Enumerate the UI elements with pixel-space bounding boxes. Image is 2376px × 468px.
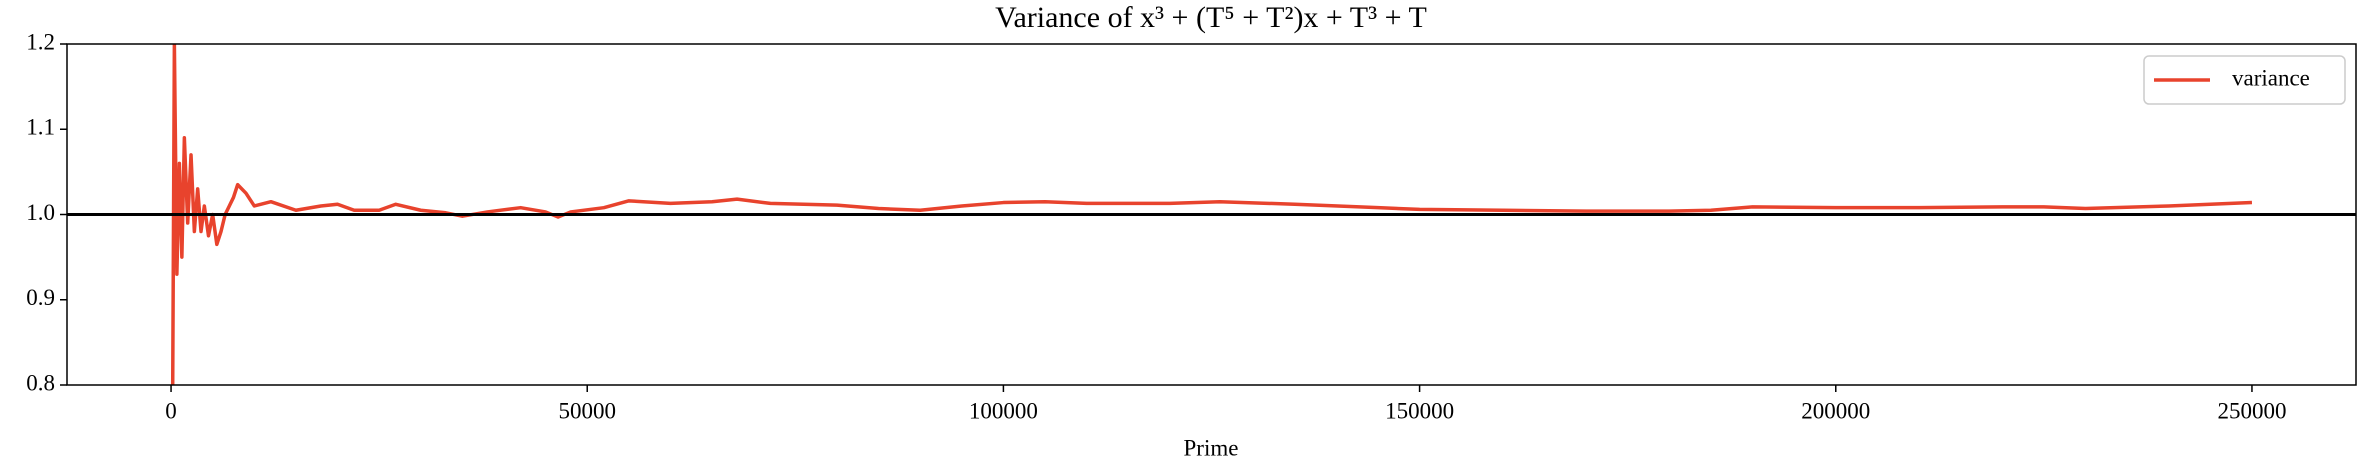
legend-box bbox=[2143, 55, 2346, 105]
series-line bbox=[170, 44, 2253, 385]
y-tick-label: 1.0 bbox=[26, 200, 55, 225]
x-tick-label: 250000 bbox=[2217, 398, 2286, 423]
plot-frame bbox=[66, 43, 2357, 386]
x-tick-label: 50000 bbox=[558, 398, 616, 423]
y-tick-label: 1.2 bbox=[26, 29, 55, 54]
x-tick-label: 150000 bbox=[1385, 398, 1454, 423]
y-tick-label: 0.9 bbox=[26, 285, 55, 310]
legend-label: variance bbox=[2232, 65, 2310, 90]
x-axis-label: Prime bbox=[1184, 435, 1239, 460]
x-tick-label: 100000 bbox=[969, 398, 1038, 423]
chart-title: Variance of x³ + (T⁵ + T²)x + T³ + T bbox=[995, 1, 1427, 34]
x-tick-label: 200000 bbox=[1801, 398, 1870, 423]
y-tick-label: 1.1 bbox=[26, 115, 55, 140]
x-tick-label: 0 bbox=[165, 398, 177, 423]
y-tick-label: 0.8 bbox=[26, 370, 55, 395]
